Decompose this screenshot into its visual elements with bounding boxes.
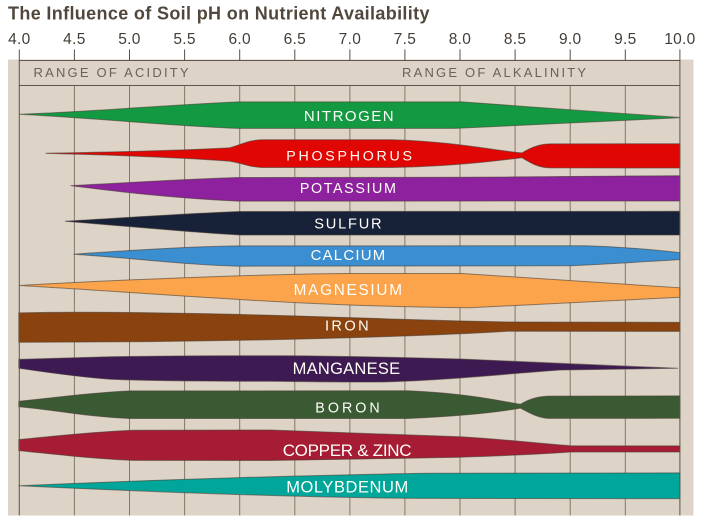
- svg-text:8.5: 8.5: [504, 31, 526, 48]
- svg-text:SULFUR: SULFUR: [314, 216, 383, 232]
- svg-text:RANGE OF ALKALINITY: RANGE OF ALKALINITY: [402, 65, 588, 80]
- svg-text:RANGE OF ACIDITY: RANGE OF ACIDITY: [34, 65, 191, 80]
- svg-text:CALCIUM: CALCIUM: [311, 248, 387, 264]
- svg-text:7.0: 7.0: [339, 31, 362, 48]
- svg-text:5.5: 5.5: [173, 31, 195, 48]
- svg-text:The Influence of Soil pH on Nu: The Influence of Soil pH on Nutrient Ava…: [8, 4, 430, 24]
- svg-text:6.5: 6.5: [284, 31, 306, 48]
- svg-text:8.0: 8.0: [449, 31, 472, 48]
- svg-text:COPPER & ZINC: COPPER & ZINC: [283, 441, 412, 460]
- svg-text:BORON: BORON: [315, 400, 382, 416]
- svg-text:4.0: 4.0: [8, 31, 31, 48]
- svg-text:4.5: 4.5: [63, 31, 85, 48]
- svg-text:10.0: 10.0: [664, 31, 695, 48]
- svg-text:6.0: 6.0: [228, 31, 251, 48]
- svg-text:POTASSIUM: POTASSIUM: [300, 181, 398, 197]
- svg-text:MOLYBDENUM: MOLYBDENUM: [286, 479, 409, 497]
- svg-text:9.0: 9.0: [559, 31, 582, 48]
- svg-text:7.5: 7.5: [394, 31, 416, 48]
- svg-text:PHOSPHORUS: PHOSPHORUS: [286, 148, 414, 164]
- svg-text:5.0: 5.0: [118, 31, 141, 48]
- svg-text:IRON: IRON: [325, 319, 371, 335]
- svg-text:9.5: 9.5: [614, 31, 636, 48]
- svg-text:MAGNESIUM: MAGNESIUM: [294, 282, 404, 299]
- svg-text:NITROGEN: NITROGEN: [304, 108, 395, 125]
- svg-text:MANGANESE: MANGANESE: [293, 360, 401, 378]
